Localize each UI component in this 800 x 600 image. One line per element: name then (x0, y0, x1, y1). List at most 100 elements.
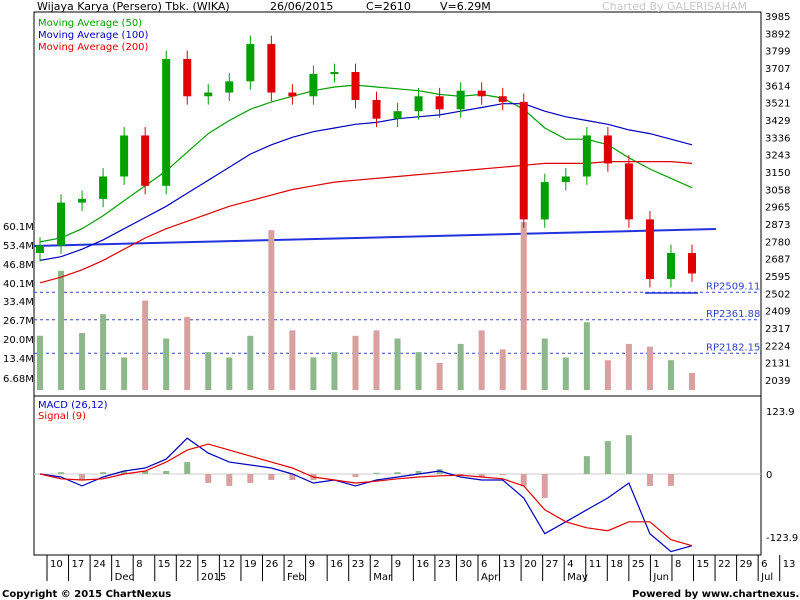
volume-tick-label: 26.7M (3, 316, 34, 327)
macd-histogram-bar (541, 474, 548, 498)
price-tick-label: 2687 (765, 255, 790, 266)
candle-body (688, 252, 696, 274)
volume-bar (562, 357, 569, 390)
chart-close: C=2610 (366, 0, 411, 13)
macd-histogram-bar (205, 474, 212, 483)
candle-body (141, 135, 150, 186)
volume-bar (689, 372, 695, 390)
candle-body (372, 100, 381, 119)
powered-by: Powered by www.chartnexus.com (632, 589, 800, 600)
date-tick-label: 29 (740, 559, 753, 570)
candle-body (540, 182, 549, 220)
price-tick-label: 2131 (765, 359, 790, 370)
price-tick-label: 2873 (765, 220, 790, 231)
macd-histogram-bar (79, 474, 86, 480)
macd-histogram-bar (268, 474, 275, 480)
volume-bar (583, 322, 590, 390)
macd-histogram-bar (289, 474, 296, 480)
macd-histogram-bar (352, 474, 359, 477)
date-tick-label: 25 (632, 559, 645, 570)
volume-tick-label: 60.1M (3, 222, 34, 233)
date-tick-label: 10 (50, 559, 63, 570)
volume-bar (289, 330, 296, 390)
month-label: Feb (287, 572, 305, 583)
volume-bar (373, 330, 380, 390)
macd-panel (33, 395, 762, 556)
date-tick-label: 18 (610, 559, 623, 570)
date-tick-label: 16 (330, 559, 343, 570)
chart-date: 26/06/2015 (270, 0, 333, 13)
candle-body (120, 135, 129, 177)
volume-bar (604, 360, 611, 390)
price-tick-label: 3336 (765, 133, 790, 144)
volume-tick-label: 13.4M (3, 354, 34, 365)
legend-ma50: Moving Average (50) (38, 18, 142, 29)
legend-ma100: Moving Average (100) (38, 30, 149, 41)
date-tick-label: 12 (222, 559, 235, 570)
date-tick-label: 13 (783, 559, 796, 570)
volume-tick-label: 20.0M (3, 335, 34, 346)
macd-histogram-bar (226, 474, 233, 486)
date-tick-label: 15 (697, 559, 710, 570)
month-label: May (567, 572, 588, 583)
price-tick-label: 3799 (765, 47, 790, 58)
date-tick-label: 6 (481, 559, 487, 570)
date-tick-label: 8 (136, 559, 142, 570)
candle-body (36, 245, 44, 253)
candle-body (666, 252, 675, 280)
support-label: RP2182.15 (706, 342, 760, 353)
macd-histogram-bar (121, 471, 128, 474)
date-tick-label: 17 (72, 559, 85, 570)
macd-histogram-bar (247, 474, 254, 483)
candle-body (498, 96, 507, 102)
price-tick-label: 2780 (765, 237, 790, 248)
signal-line (39, 443, 693, 547)
macd-histogram-bar (394, 472, 401, 474)
date-tick-label: 19 (244, 559, 257, 570)
price-tick-label: 2502 (765, 289, 790, 300)
macd-tick-label: -123.9 (766, 533, 798, 544)
date-tick-label: 9 (395, 559, 401, 570)
support-label: RP2361.88 (706, 309, 760, 320)
candle-body (246, 44, 255, 82)
volume-bar (478, 330, 485, 390)
date-tick-label: 6 (761, 559, 767, 570)
macd-line (39, 437, 693, 553)
price-tick-label: 3707 (765, 64, 790, 75)
chart-volume: V=6.29M (440, 0, 491, 13)
macd-histogram-bar (625, 435, 632, 474)
candle-body (57, 202, 66, 246)
candle-body (435, 96, 444, 110)
support-label: RP2509.11 (706, 281, 760, 292)
volume-bar (100, 314, 107, 390)
date-tick-label: 23 (438, 559, 451, 570)
price-tick-label: 2317 (765, 324, 790, 335)
date-tick-label: 5 (201, 559, 207, 570)
volume-bar (667, 360, 674, 390)
month-label: Dec (115, 572, 134, 583)
candle-body (351, 72, 360, 101)
volume-tick-label: 46.8M (3, 260, 34, 271)
volume-bar (457, 343, 464, 390)
volume-bar (142, 300, 149, 390)
price-tick-label: 2595 (765, 272, 790, 283)
trend-line (33, 228, 717, 247)
macd-axis: 123.9 0 -123.9 (766, 407, 798, 544)
volume-bar (625, 343, 632, 390)
chart-title: Wijaya Karya (Persero) Tbk. (WIKA) (37, 0, 230, 13)
legend-ma200: Moving Average (200) (38, 42, 149, 53)
volume-bars (37, 222, 695, 390)
volume-bar (226, 357, 233, 390)
candle-body (183, 58, 192, 97)
macd-histogram-bar (583, 456, 590, 474)
price-tick-label: 2409 (765, 307, 790, 318)
candle-body (162, 58, 171, 186)
price-tick-label: 2224 (765, 341, 790, 352)
macd-histogram-bar (604, 441, 611, 474)
volume-bar (352, 335, 359, 390)
date-tick-label: 1 (653, 559, 659, 570)
price-tick-label: 3614 (765, 81, 790, 92)
date-tick-label: 26 (266, 559, 279, 570)
macd-legend: MACD (26,12) (38, 400, 108, 411)
